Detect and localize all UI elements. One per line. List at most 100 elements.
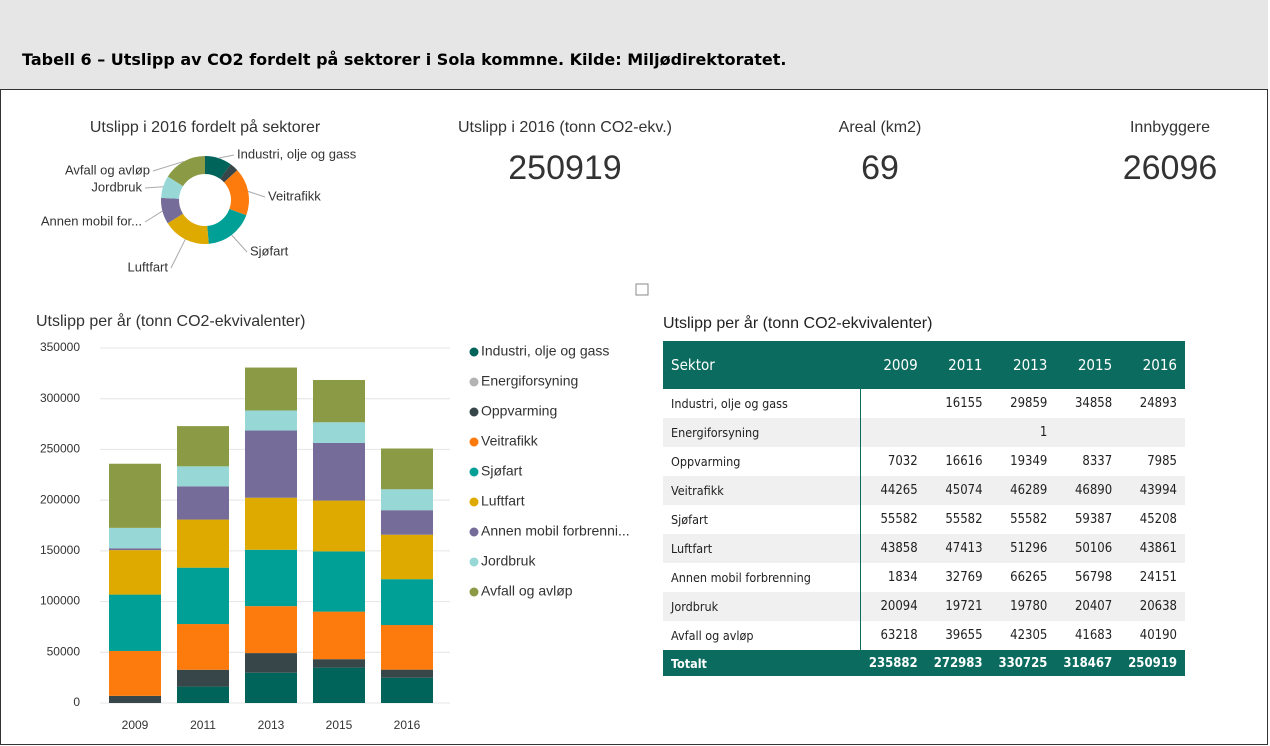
table-cell: 45208 <box>1139 512 1177 527</box>
table-row: Avfall og avløp 63218 39655 42305 41683 40190 <box>663 621 1185 650</box>
bar-segment <box>177 466 229 487</box>
kpi-value: 26096 <box>1123 149 1218 187</box>
bar-segment <box>177 567 229 625</box>
table-cell: 19780 <box>990 592 1056 621</box>
table: Sektor 2009 2011 2013 2015 2016 Industri, olje… <box>663 341 1185 676</box>
donut-label: Sjøfart <box>250 243 289 258</box>
table-cell: Industri, olje og gass <box>663 389 862 418</box>
table-cell: 45074 <box>925 476 991 505</box>
legend-label: Sjøfart <box>481 463 522 479</box>
legend-marker <box>469 407 479 417</box>
bar-segment <box>313 659 365 668</box>
table-cell: 16155 <box>945 396 983 411</box>
bar-segment <box>109 548 161 551</box>
table-cell: 2015 <box>1055 341 1121 389</box>
table-cell: 46289 <box>990 476 1056 505</box>
table-cell: 250919 <box>1120 650 1185 676</box>
table-cell: 43861 <box>1120 534 1185 563</box>
legend-label: Jordbruk <box>481 553 536 569</box>
table-cell: 29859 <box>1010 396 1048 411</box>
table-cell: 44265 <box>860 476 926 505</box>
donut-slice <box>207 209 247 244</box>
bar-segment <box>245 549 297 607</box>
table-cell: 55582 <box>880 512 918 527</box>
table-cell: 20407 <box>1055 592 1121 621</box>
expand-icon[interactable] <box>635 283 649 296</box>
header: Tabell 6 – Utslipp av CO2 fordelt på sek… <box>0 0 1268 90</box>
table-cell: Luftfart <box>663 534 862 563</box>
donut-label: Veitrafikk <box>268 188 321 203</box>
donut-slice <box>220 164 238 183</box>
y-tick-label: 150000 <box>40 543 80 557</box>
table-cell: 1 <box>990 418 1056 447</box>
bar-segment <box>381 579 433 626</box>
table-cell: 55582 <box>945 512 983 527</box>
donut-slice <box>205 156 231 179</box>
legend-marker <box>469 557 479 567</box>
bar-segment <box>245 367 297 411</box>
kpi-label: Utslipp i 2016 (tonn CO2-ekv.) <box>458 119 672 136</box>
leader-line <box>144 210 163 223</box>
y-tick-label: 300000 <box>40 391 80 405</box>
table-cell: 39655 <box>945 628 983 643</box>
donut-label: Luftfart <box>128 259 169 274</box>
bar-segment <box>109 594 161 651</box>
bar-segment <box>109 695 161 703</box>
x-tick-label: 2015 <box>326 718 353 732</box>
x-tick-label: 2011 <box>190 718 216 732</box>
table-cell <box>861 389 926 418</box>
legend-label: Annen mobil forbrenni... <box>481 523 630 539</box>
legend-label: Veitrafikk <box>481 433 539 449</box>
table-cell: 34858 <box>1074 396 1113 411</box>
table-row: Jordbruk 20094 19721 19780 20407 20638 <box>663 592 1185 621</box>
header-title: Tabell 6 – Utslipp av CO2 fordelt på sek… <box>22 50 787 69</box>
table-cell: 318467 <box>1055 650 1121 676</box>
legend-marker <box>469 587 479 597</box>
kpi-value: 69 <box>861 149 899 187</box>
chart-title: Utslipp per år (tonn CO2-ekvivalenter) <box>36 312 305 330</box>
bar-segment <box>109 650 161 696</box>
table-cell: 24151 <box>1139 570 1177 585</box>
table-cell: Totalt <box>663 650 861 676</box>
legend-marker <box>469 347 479 357</box>
leader-line <box>218 154 235 159</box>
y-tick-label: 250000 <box>40 442 80 456</box>
bar-segment <box>245 410 297 431</box>
bar-segment <box>381 448 433 490</box>
table-cell: 16616 <box>945 454 983 469</box>
table-cell: 43858 <box>860 534 926 563</box>
bar-segment <box>381 534 433 580</box>
legend-marker <box>469 527 479 537</box>
bar-segment <box>313 551 365 612</box>
kpi-value: 250919 <box>508 149 621 187</box>
bar-segment <box>313 667 365 703</box>
leader-line <box>170 239 186 269</box>
table-cell: 8337 <box>1082 454 1113 469</box>
donut-label: Industri, olje og gass <box>237 146 357 161</box>
table-cell: 2009 <box>860 341 926 389</box>
table-cell: 50106 <box>1055 534 1121 563</box>
donut-slice <box>161 176 184 199</box>
bar-segment <box>245 430 297 498</box>
donut-slice <box>167 213 209 244</box>
bar-segment <box>109 463 161 528</box>
table-row: Oppvarming 7032 16616 19349 8337 7985 <box>663 447 1185 476</box>
y-tick-label: 350000 <box>40 340 80 354</box>
table-cell: 41683 <box>1074 628 1113 643</box>
table-cell: 2011 <box>925 341 991 389</box>
table-row: Luftfart 43858 47413 51296 50106 43861 <box>663 534 1185 563</box>
leader-line <box>231 234 248 253</box>
legend-label: Industri, olje og gass <box>481 343 609 359</box>
bar-segment <box>313 442 365 501</box>
x-tick-label: 2016 <box>394 718 421 732</box>
x-tick-label: 2009 <box>122 718 149 732</box>
kpi-label: Innbyggere <box>1130 119 1210 136</box>
table-cell: 47413 <box>925 534 991 563</box>
table-cell: 7032 <box>887 454 918 469</box>
table-cell: 55582 <box>1010 512 1048 527</box>
table-cell: 42305 <box>1010 628 1048 643</box>
table-row: Sjøfart 55582 55582 55582 59387 45208 <box>663 505 1185 534</box>
leader-line <box>152 160 184 172</box>
bar-segment <box>381 510 433 535</box>
